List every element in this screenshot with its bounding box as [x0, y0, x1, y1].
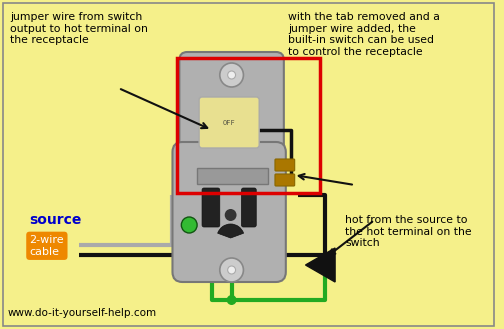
FancyBboxPatch shape: [275, 159, 295, 171]
Text: source: source: [30, 213, 82, 227]
FancyBboxPatch shape: [275, 174, 295, 186]
Bar: [177, 58, 321, 193]
Text: with the tab removed and a
jumper wire added, the
built-in switch can be used
to: with the tab removed and a jumper wire a…: [288, 12, 439, 57]
Circle shape: [227, 295, 236, 305]
Circle shape: [228, 71, 235, 79]
Text: OFF: OFF: [222, 120, 235, 126]
Circle shape: [228, 266, 235, 274]
Text: jumper wire from switch
output to hot terminal on
the receptacle: jumper wire from switch output to hot te…: [10, 12, 148, 45]
FancyBboxPatch shape: [172, 142, 286, 282]
Polygon shape: [305, 248, 335, 282]
Circle shape: [220, 63, 243, 87]
Circle shape: [225, 209, 236, 221]
FancyBboxPatch shape: [241, 188, 256, 227]
Text: www.do-it-yourself-help.com: www.do-it-yourself-help.com: [8, 308, 157, 318]
FancyBboxPatch shape: [202, 188, 220, 227]
Circle shape: [220, 258, 243, 282]
FancyBboxPatch shape: [199, 97, 259, 148]
Text: 2-wire
cable: 2-wire cable: [30, 235, 64, 257]
Bar: [197, 168, 268, 184]
Circle shape: [181, 217, 197, 233]
Text: hot from the source to
the hot terminal on the
switch: hot from the source to the hot terminal …: [345, 215, 472, 248]
FancyBboxPatch shape: [179, 52, 284, 183]
Wedge shape: [218, 224, 243, 238]
